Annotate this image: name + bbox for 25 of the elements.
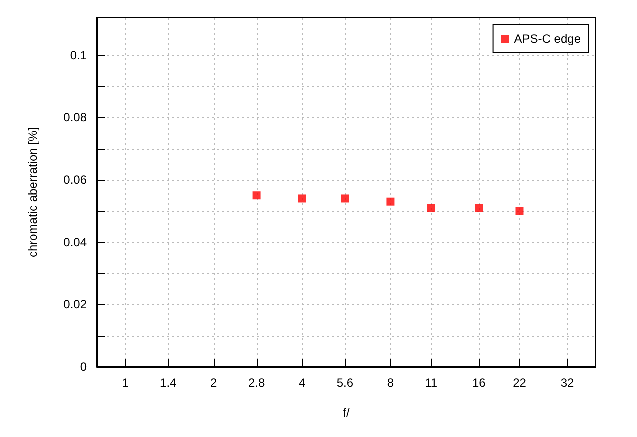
x-tick-label: 16 bbox=[472, 376, 486, 390]
x-tick-label: 1 bbox=[122, 376, 130, 390]
x-tick-label: 22 bbox=[513, 376, 527, 390]
x-tick-label: 2 bbox=[210, 376, 218, 390]
y-tick-label: 0.06 bbox=[64, 173, 88, 188]
y-tick-label: 0.02 bbox=[64, 298, 88, 312]
y-tick-label: 0.04 bbox=[64, 235, 88, 250]
x-tick-label: 32 bbox=[560, 376, 575, 390]
y-tick-label: 0.08 bbox=[64, 110, 88, 125]
x-axis-title: f/ bbox=[343, 406, 350, 420]
x-tick-label: 5.6 bbox=[336, 376, 354, 390]
x-tick-label: 1.4 bbox=[160, 376, 178, 390]
point bbox=[427, 204, 436, 212]
point bbox=[516, 207, 524, 216]
point bbox=[341, 194, 350, 203]
y-axis-title: chromatic aberration [%] bbox=[26, 127, 40, 258]
x-tick-label: 11 bbox=[425, 376, 438, 390]
x-tick-label: 2.8 bbox=[248, 376, 266, 390]
x-tick-label: 4 bbox=[298, 376, 306, 390]
point bbox=[298, 194, 306, 203]
y-tick-label: 0.1 bbox=[70, 48, 88, 62]
legend-label: APS-C edge bbox=[514, 32, 582, 46]
point bbox=[252, 192, 261, 200]
y-tick-label: 0 bbox=[80, 360, 88, 374]
x-tick-label: 8 bbox=[387, 376, 394, 390]
